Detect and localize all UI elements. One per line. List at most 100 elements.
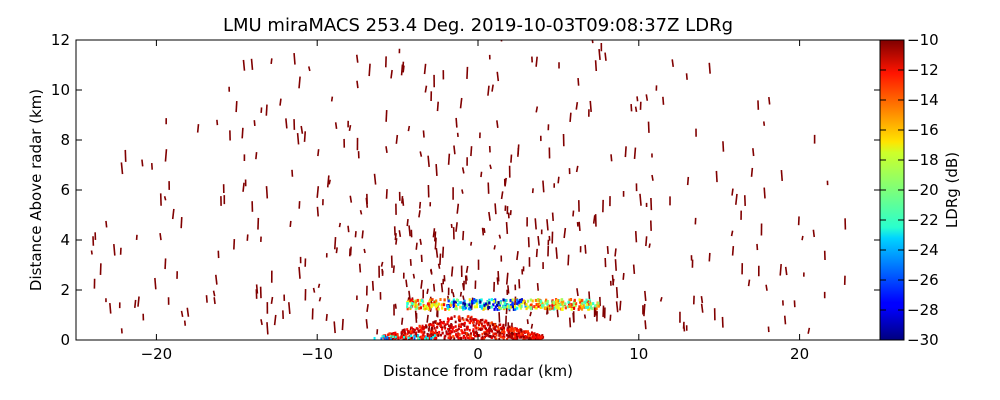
band-pixel	[416, 306, 419, 310]
y-tick-label: 12	[51, 31, 70, 49]
clutter-pixel	[464, 336, 467, 340]
clutter-pixel	[451, 328, 454, 331]
echo-mark	[435, 164, 438, 177]
clutter-pixel	[487, 329, 490, 332]
clutter-pixel	[401, 329, 404, 333]
echo-mark	[730, 230, 734, 237]
clutter-pixel	[450, 336, 453, 339]
band-pixel	[547, 304, 550, 308]
clutter-pixel	[430, 327, 433, 331]
clutter-pixel	[428, 335, 431, 339]
clutter-pixel	[392, 335, 395, 338]
echo-mark	[349, 246, 352, 256]
band-pixel	[463, 302, 467, 306]
clutter-pixel	[459, 325, 462, 329]
plot-area	[76, 40, 880, 340]
clutter-pixel	[403, 328, 406, 332]
colorbar-tick-label: −12	[907, 61, 939, 79]
band-pixel	[539, 299, 543, 303]
band-pixel	[496, 303, 499, 307]
band-pixel	[595, 304, 598, 308]
echo-mark	[576, 288, 579, 297]
echo-mark	[645, 94, 649, 101]
band-pixel	[464, 305, 467, 309]
echo-mark	[113, 244, 116, 256]
echo-mark	[408, 290, 411, 300]
echo-mark	[298, 266, 301, 279]
echo-mark	[498, 234, 502, 239]
echo-mark	[401, 198, 405, 206]
band-pixel	[556, 306, 559, 310]
clutter-pixel	[410, 332, 413, 336]
clutter-pixel	[405, 337, 408, 340]
clutter-pixel	[432, 321, 435, 324]
x-tick-label: 10	[629, 345, 648, 363]
band-pixel	[518, 304, 521, 308]
colorbar-tick-label: −18	[907, 151, 939, 169]
clutter-pixel	[472, 333, 475, 336]
clutter-pixel	[507, 330, 510, 333]
band-pixel	[468, 298, 471, 302]
clutter-pixel	[485, 334, 488, 338]
band-pixel	[422, 304, 425, 308]
band-pixel	[557, 303, 560, 307]
band-pixel	[492, 299, 496, 303]
band-pixel	[505, 298, 508, 302]
echo-mark	[154, 277, 157, 290]
echo-mark	[420, 279, 423, 289]
clutter-pixel	[470, 332, 473, 335]
clutter-pixel	[491, 323, 494, 327]
clutter-pixel	[418, 325, 421, 328]
band-pixel	[582, 304, 585, 308]
band-pixel	[525, 307, 528, 311]
echo-mark	[385, 110, 388, 122]
band-pixel	[419, 298, 422, 302]
clutter-pixel	[509, 335, 512, 339]
clutter-pixel	[457, 335, 460, 338]
clutter-pixel	[533, 335, 536, 338]
clutter-pixel	[400, 332, 403, 336]
band-pixel	[521, 301, 524, 305]
band-pixel	[416, 303, 419, 307]
echo-mark	[347, 225, 350, 233]
band-pixel	[472, 301, 476, 305]
band-pixel	[504, 298, 507, 302]
clutter-pixel	[490, 329, 493, 333]
clutter-pixel	[477, 323, 480, 327]
echo-mark	[368, 63, 371, 77]
clutter-pixel	[498, 332, 501, 336]
clutter-pixel	[407, 336, 410, 340]
clutter-pixel	[443, 337, 446, 340]
clutter-pixel	[401, 335, 404, 339]
clutter-pixel	[517, 330, 520, 334]
band-pixel	[516, 302, 519, 306]
band-pixel	[433, 303, 436, 307]
band-pixel	[589, 304, 592, 308]
echo-mark	[500, 191, 504, 200]
clutter-pixel	[422, 326, 425, 329]
clutter-pixel	[413, 328, 416, 332]
band-pixel	[519, 306, 522, 310]
clutter-pixel	[420, 329, 423, 332]
echo-mark	[358, 263, 362, 273]
band-pixel	[561, 302, 564, 306]
clutter-pixel	[396, 333, 399, 336]
echo-mark	[461, 167, 465, 174]
clutter-pixel	[501, 330, 504, 334]
clutter-pixel	[457, 332, 460, 335]
band-pixel	[569, 303, 572, 307]
clutter-pixel	[507, 335, 510, 339]
y-tick-label: 0	[60, 331, 70, 349]
echo-mark	[615, 301, 619, 313]
clutter-pixel	[475, 330, 478, 333]
echo-mark	[624, 146, 627, 158]
echo-mark	[400, 64, 404, 76]
echo-mark	[644, 320, 647, 330]
band-pixel	[567, 300, 570, 304]
clutter-pixel	[455, 328, 458, 332]
echo-mark	[491, 84, 494, 92]
echo-mark	[765, 284, 768, 291]
echo-mark	[735, 193, 738, 205]
clutter-pixel	[454, 325, 457, 328]
echo-mark	[394, 303, 397, 309]
